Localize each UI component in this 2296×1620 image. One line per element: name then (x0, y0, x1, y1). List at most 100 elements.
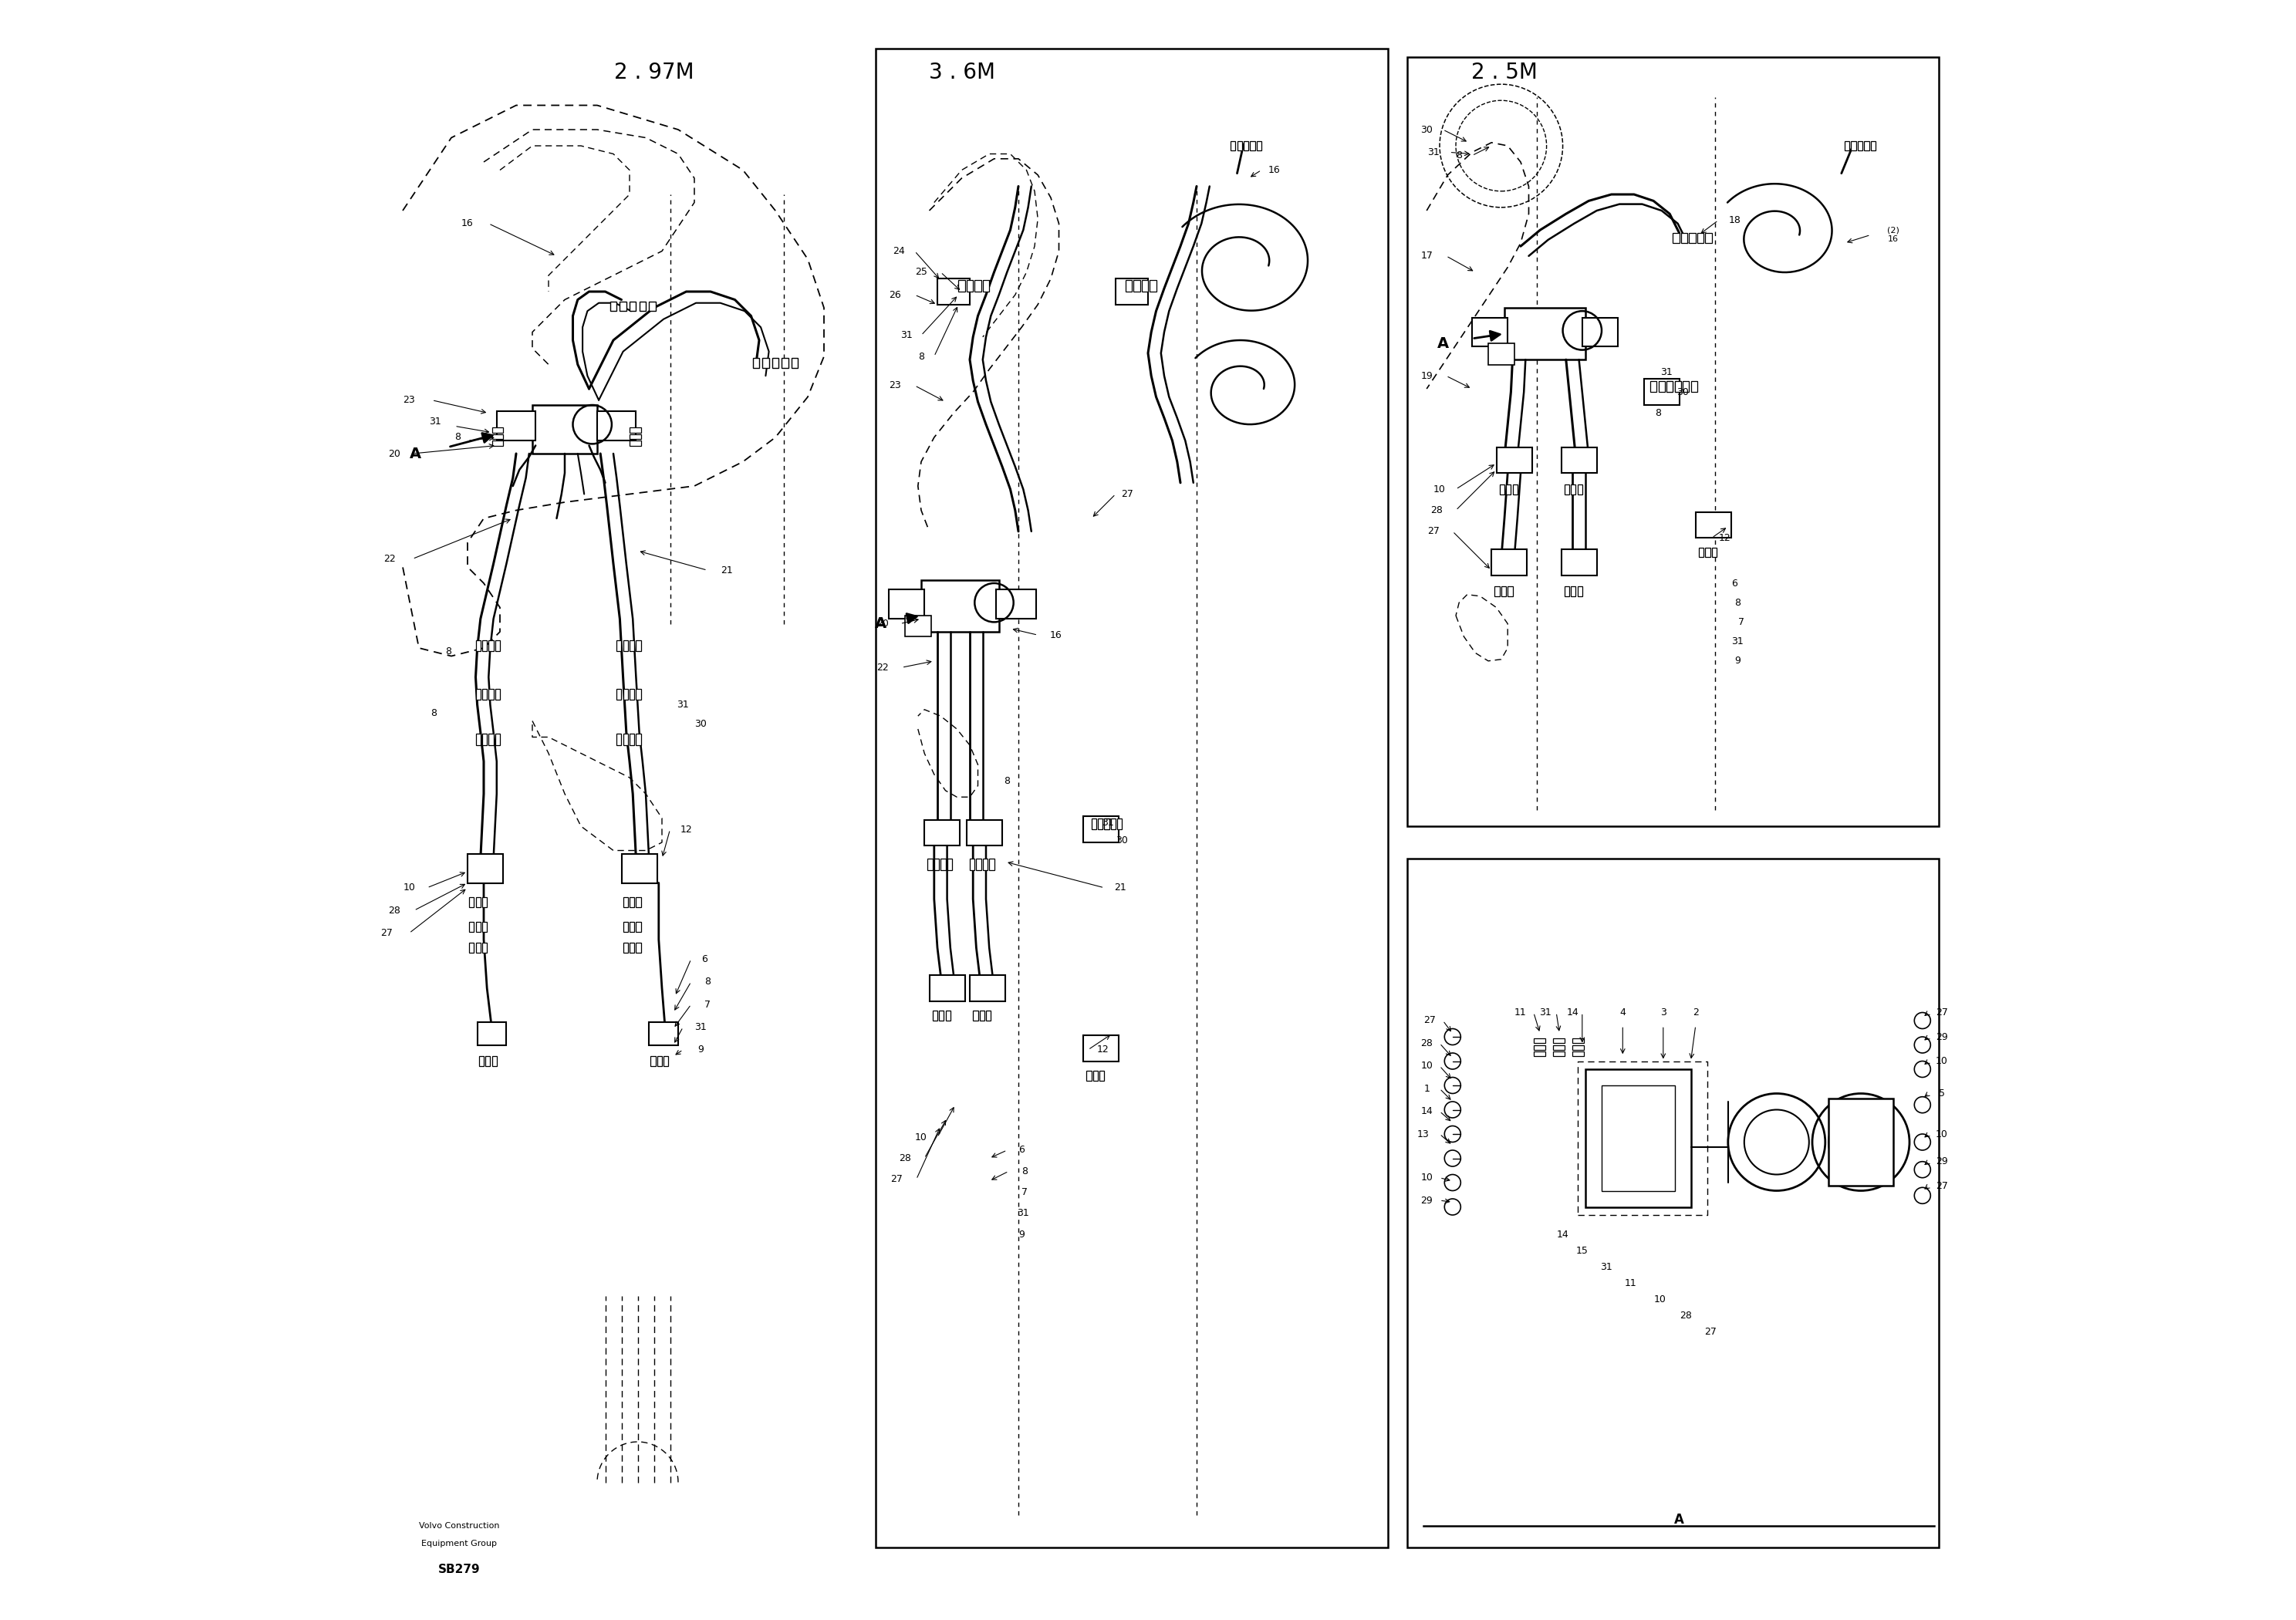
Text: 27: 27 (1704, 1327, 1717, 1336)
Bar (753, 358, 760, 368)
Bar (946, 859, 953, 870)
Text: 20: 20 (877, 619, 889, 629)
Text: 3: 3 (1660, 1008, 1667, 1017)
Text: 13: 13 (1417, 1129, 1430, 1139)
Bar (1603, 1085, 1674, 1191)
Bar (1697, 512, 1731, 538)
Text: 28: 28 (388, 906, 402, 915)
Bar (1561, 549, 1596, 575)
Text: 11: 11 (1515, 1008, 1527, 1017)
Bar (622, 734, 627, 745)
Text: 8: 8 (918, 352, 925, 361)
Bar (1116, 279, 1148, 305)
Text: 10: 10 (1421, 1061, 1433, 1071)
Bar (946, 1011, 951, 1021)
Text: 31: 31 (1660, 368, 1671, 377)
Text: 28: 28 (1421, 1038, 1433, 1048)
Bar (969, 859, 974, 870)
Bar (629, 922, 634, 931)
Bar (650, 301, 654, 311)
Bar (969, 975, 1006, 1001)
Text: 29: 29 (1936, 1157, 1947, 1166)
Text: 22: 22 (877, 663, 889, 672)
Bar (622, 640, 627, 651)
Bar (939, 1011, 944, 1021)
Bar (475, 922, 480, 931)
Bar (618, 688, 622, 700)
Text: 9: 9 (698, 1045, 705, 1055)
Bar (1706, 548, 1711, 557)
Bar (957, 280, 964, 292)
Bar (1497, 447, 1531, 473)
Bar (1690, 381, 1697, 392)
Text: 31: 31 (677, 700, 689, 710)
Bar (496, 640, 501, 651)
Text: 31: 31 (1600, 1262, 1612, 1272)
Bar (1871, 141, 1876, 151)
Text: 29: 29 (1936, 1032, 1947, 1042)
Text: 28: 28 (898, 1153, 912, 1163)
Bar (967, 280, 974, 292)
Text: 12: 12 (680, 825, 693, 834)
Text: 28: 28 (1681, 1311, 1692, 1320)
Text: 7: 7 (1738, 617, 1745, 627)
Bar (1084, 816, 1118, 842)
Text: 8: 8 (1003, 776, 1010, 786)
Bar (1534, 1045, 1545, 1050)
Bar (1667, 381, 1674, 392)
Bar (657, 1056, 661, 1066)
Bar (1086, 1071, 1091, 1081)
Text: 7: 7 (705, 1000, 709, 1009)
Bar (618, 640, 622, 651)
Text: 10: 10 (1433, 484, 1446, 494)
Bar (937, 279, 969, 305)
Bar (1713, 548, 1717, 557)
Text: 28: 28 (1430, 505, 1442, 515)
Bar (622, 897, 627, 907)
Bar (1141, 280, 1148, 292)
Bar (1499, 484, 1504, 494)
Text: 18: 18 (1729, 215, 1740, 225)
Bar (875, 49, 1387, 1547)
Text: 21: 21 (1114, 883, 1127, 893)
Bar (482, 734, 487, 745)
Text: Volvo Construction: Volvo Construction (420, 1523, 501, 1529)
Bar (475, 943, 480, 953)
Bar (1084, 1035, 1118, 1061)
Bar (783, 358, 788, 368)
Bar (941, 859, 946, 870)
Text: 12: 12 (1097, 1045, 1109, 1055)
Text: 10: 10 (1653, 1294, 1667, 1304)
Bar (1097, 818, 1102, 829)
Bar (620, 301, 627, 311)
Text: 16: 16 (1267, 165, 1281, 175)
Bar (921, 580, 999, 632)
Bar (1577, 484, 1582, 494)
Bar (489, 734, 494, 745)
Bar (1244, 141, 1249, 151)
Bar (1674, 381, 1681, 392)
Bar (1658, 381, 1665, 392)
Text: 14: 14 (1566, 1008, 1580, 1017)
Text: 8: 8 (1736, 598, 1740, 608)
Text: 31: 31 (1017, 1209, 1029, 1218)
Bar (974, 280, 980, 292)
Bar (597, 411, 636, 441)
Bar (1488, 343, 1513, 364)
Bar (889, 590, 925, 619)
Text: 9: 9 (1019, 1230, 1024, 1239)
Bar (1564, 484, 1568, 494)
Text: 24: 24 (893, 246, 905, 256)
Bar (629, 897, 634, 907)
Bar (1104, 818, 1109, 829)
Bar (622, 922, 627, 931)
Text: 31: 31 (696, 1022, 707, 1032)
Bar (980, 1011, 985, 1021)
Text: 15: 15 (1575, 1246, 1589, 1256)
Bar (636, 688, 641, 700)
Text: 6: 6 (1019, 1145, 1024, 1155)
Text: A: A (875, 616, 886, 632)
Bar (475, 688, 480, 700)
Bar (1091, 818, 1095, 829)
Bar (491, 1056, 496, 1066)
